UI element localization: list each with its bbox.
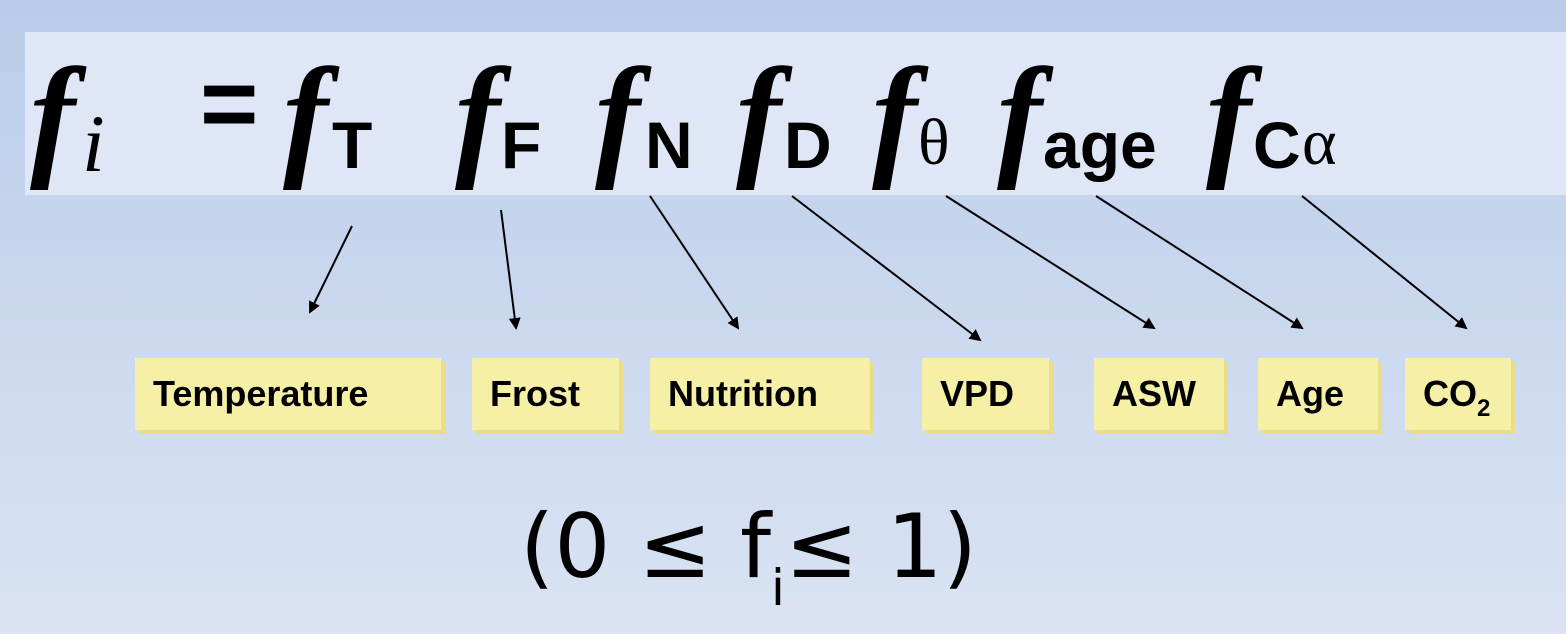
label-temperature: Temperature [135, 358, 441, 430]
term-f-symbol: f [736, 41, 782, 191]
equals-sign: = [200, 48, 259, 160]
label-temperature-text: Temperature [153, 373, 369, 414]
label-co2-subscript: 2 [1477, 395, 1491, 422]
equation-band [25, 32, 1566, 195]
label-frost-text: Frost [490, 373, 580, 414]
term-subscript-N: N [645, 108, 693, 182]
term-f-symbol: f [455, 41, 501, 191]
term-subscript-T: T [332, 108, 373, 182]
label-asw-text: ASW [1112, 373, 1196, 414]
lhs-subscript: i [82, 98, 105, 189]
range-condition: (0 ≤ fi≤ 1) [520, 492, 977, 617]
term-subscript-alpha: α [1302, 106, 1337, 179]
arrow-co2 [1301, 195, 1468, 330]
arrow-age [1095, 195, 1304, 330]
label-vpd: VPD [922, 358, 1049, 430]
arrow-asw [945, 195, 1156, 330]
term-f-symbol: f [1206, 41, 1252, 191]
label-vpd-text: VPD [940, 373, 1015, 414]
term-f-symbol: f [595, 41, 641, 191]
arrow-nutrition [649, 195, 740, 330]
label-nutrition-text: Nutrition [668, 373, 818, 414]
arrow-vpd [791, 195, 982, 342]
condition-open: (0 ≤ f [520, 495, 771, 598]
term-f-symbol: f [283, 41, 329, 191]
condition-subscript: i [770, 559, 785, 617]
term-f-symbol: f [872, 41, 918, 191]
label-asw: ASW [1094, 358, 1224, 430]
arrow-temperature [308, 225, 353, 314]
label-co2: CO2 [1405, 358, 1511, 430]
label-nutrition: Nutrition [650, 358, 870, 430]
arrow-frost [500, 209, 521, 330]
term-subscript-C: C [1253, 108, 1301, 182]
term-subscript-age: age [1043, 108, 1157, 182]
term-subscript-F: F [501, 108, 542, 182]
label-frost: Frost [472, 358, 619, 430]
term-subscript-theta: θ [918, 106, 950, 179]
term-subscript-D: D [784, 108, 832, 182]
condition-close: ≤ 1) [784, 495, 977, 598]
term-f-symbol: f [997, 41, 1043, 191]
label-co2-text: CO [1423, 373, 1477, 414]
label-age-text: Age [1276, 373, 1345, 414]
lhs-f-symbol: f [30, 41, 76, 191]
label-age: Age [1258, 358, 1378, 430]
